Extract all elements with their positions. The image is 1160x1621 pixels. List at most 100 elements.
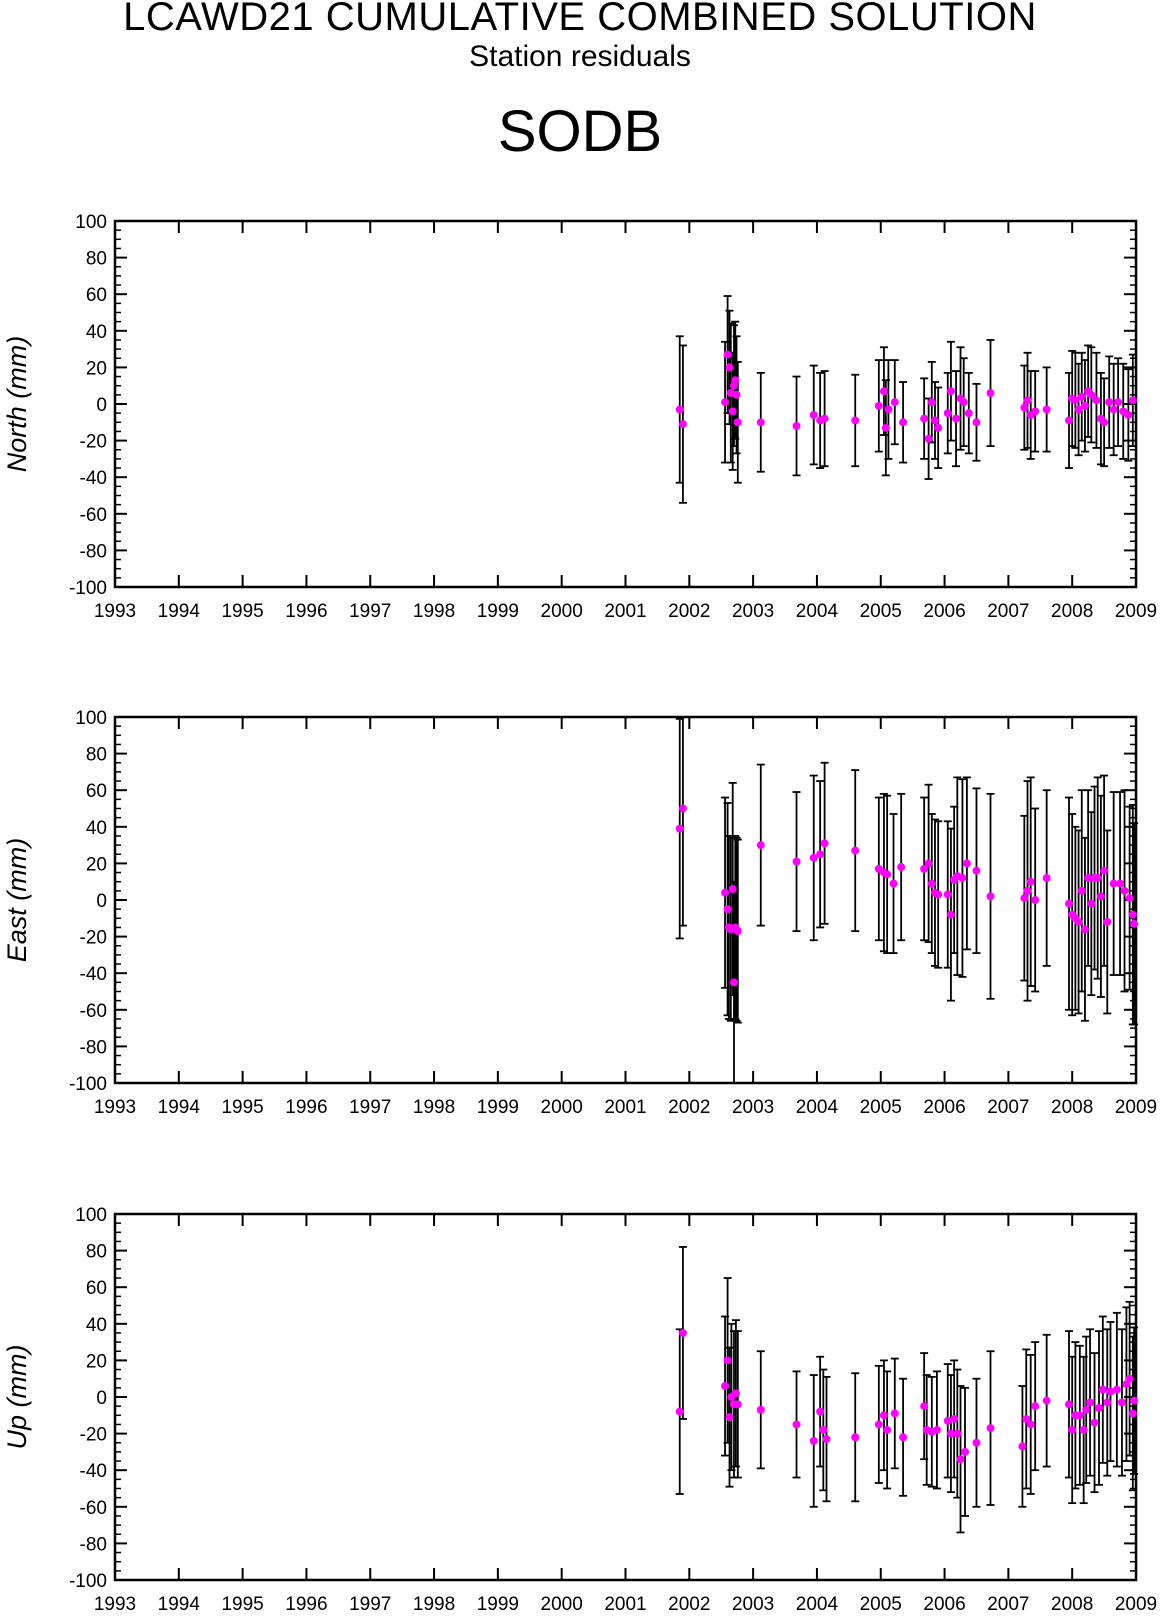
data-point — [1026, 877, 1035, 886]
data-point — [1031, 896, 1040, 904]
data-point — [889, 879, 898, 888]
data-point — [943, 1416, 952, 1425]
data-point — [1023, 396, 1032, 405]
data-point — [792, 857, 801, 866]
data-point — [1042, 405, 1051, 414]
data-point — [1116, 879, 1125, 888]
x-tick-label: 2000 — [541, 1097, 583, 1118]
x-tick-label: 1998 — [413, 1594, 455, 1615]
data-point — [1125, 894, 1134, 903]
data-point — [731, 1389, 740, 1398]
y-tick-label: 20 — [86, 1351, 107, 1372]
data-point — [959, 398, 968, 407]
x-tick-label: 1997 — [349, 601, 391, 622]
y-tick-label: 80 — [86, 249, 107, 270]
data-point — [1020, 894, 1029, 903]
x-tick-label: 1993 — [94, 601, 136, 622]
y-tick-label: -40 — [80, 1461, 107, 1482]
data-point — [932, 1425, 941, 1434]
data-point — [723, 350, 732, 359]
chart-title: LCAWD21 CUMULATIVE COMBINED SOLUTION — [123, 0, 1037, 39]
y-tick-label: 100 — [75, 212, 107, 233]
x-tick-label: 1993 — [94, 1594, 136, 1615]
data-point — [721, 398, 730, 407]
data-point — [1026, 1420, 1035, 1429]
data-point — [899, 418, 908, 427]
data-point — [732, 390, 741, 399]
data-point — [958, 874, 967, 883]
data-point — [874, 1420, 883, 1429]
x-tick-label: 2007 — [987, 601, 1029, 622]
data-point — [1128, 1409, 1137, 1418]
data-point — [946, 387, 955, 396]
y-tick-label: 20 — [86, 854, 107, 875]
y-tick-label: -80 — [80, 1037, 107, 1058]
data-point — [1068, 1425, 1077, 1434]
data-point — [678, 420, 687, 429]
data-point — [943, 890, 952, 899]
data-point — [728, 407, 737, 416]
data-point — [920, 864, 929, 873]
data-point — [927, 879, 936, 888]
x-tick-label: 2007 — [987, 1097, 1029, 1118]
y-tick-label: 100 — [75, 708, 107, 729]
data-point — [809, 410, 818, 419]
data-point — [899, 1433, 908, 1442]
data-point — [962, 859, 971, 868]
y-tick-label: 20 — [86, 358, 107, 379]
data-point — [881, 423, 890, 432]
data-point — [1098, 1385, 1107, 1394]
data-point — [930, 416, 939, 425]
data-point — [972, 866, 981, 875]
x-tick-label: 2007 — [987, 1594, 1029, 1615]
y-tick-label: 80 — [86, 745, 107, 766]
x-tick-label: 2005 — [860, 1594, 902, 1615]
x-tick-label: 1995 — [221, 1097, 263, 1118]
x-tick-label: 2002 — [668, 1097, 710, 1118]
data-point — [890, 1409, 899, 1418]
data-point — [1090, 1418, 1099, 1427]
chart-subtitle: Station residuals — [469, 40, 691, 73]
y-tick-label: -100 — [69, 1571, 107, 1592]
station-name: SODB — [497, 99, 663, 164]
y-tick-label: 60 — [86, 781, 107, 802]
y-tick-label: -40 — [80, 468, 107, 489]
data-point — [1124, 410, 1133, 419]
data-point — [1103, 917, 1112, 926]
x-tick-label: 2008 — [1051, 1097, 1093, 1118]
data-point — [851, 846, 860, 855]
data-point — [1080, 925, 1089, 934]
plot-frame — [113, 715, 1138, 1085]
x-tick-label: 1996 — [285, 1097, 327, 1118]
y-axis-label: North (mm) — [2, 336, 32, 473]
data-point — [1042, 874, 1051, 883]
data-point — [1082, 1405, 1091, 1414]
data-point — [960, 1447, 969, 1456]
data-point — [756, 841, 765, 850]
data-point — [1079, 1425, 1088, 1434]
data-point — [851, 416, 860, 425]
data-point — [733, 1400, 742, 1409]
data-point — [721, 888, 730, 897]
x-tick-label: 1995 — [221, 1594, 263, 1615]
data-point — [874, 401, 883, 410]
y-axis-label: Up (mm) — [2, 1345, 32, 1450]
x-tick-label: 2004 — [796, 601, 839, 622]
y-tick-label: 0 — [96, 395, 107, 416]
data-point — [725, 1413, 734, 1422]
data-point — [1020, 403, 1029, 412]
data-point — [1074, 405, 1083, 414]
x-tick-label: 1998 — [413, 601, 455, 622]
y-tick-label: -100 — [69, 1074, 107, 1095]
y-axis-label: East (mm) — [2, 838, 32, 963]
data-point — [1031, 407, 1040, 416]
data-point — [678, 1328, 687, 1337]
data-point — [1112, 1385, 1121, 1394]
data-point — [756, 1405, 765, 1414]
x-tick-label: 2003 — [732, 1097, 774, 1118]
y-tick-label: -80 — [80, 1534, 107, 1555]
x-tick-label: 1999 — [477, 601, 519, 622]
y-tick-label: 60 — [86, 285, 107, 306]
x-tick-label: 2003 — [732, 601, 774, 622]
